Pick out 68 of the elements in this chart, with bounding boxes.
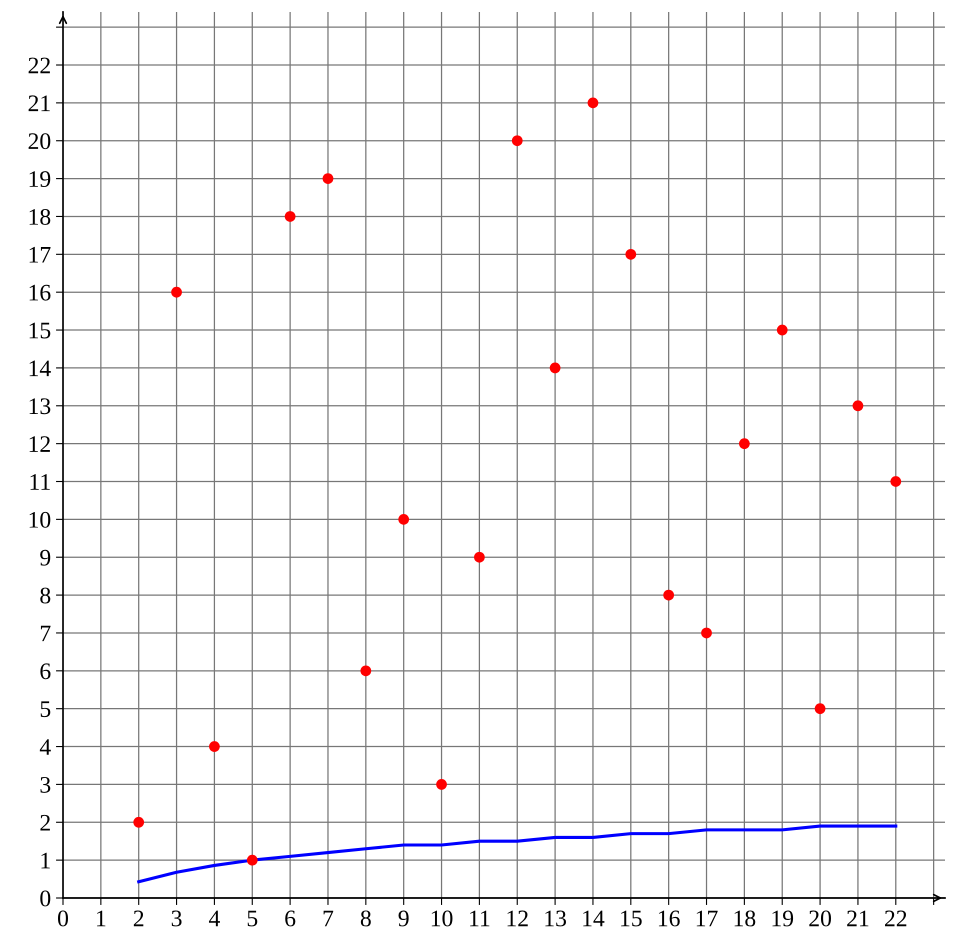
line-series [137,824,898,884]
x-tick-label: 16 [658,910,680,926]
x-tick-label: 14 [583,910,604,926]
y-tick-label: 2 [40,814,50,830]
x-tick-label: 6 [285,910,296,926]
y-tick-label: 3 [40,776,50,793]
y-tick-label: 20 [28,133,50,150]
x-tick-label: 19 [772,910,794,926]
point [322,173,334,184]
y-tick-label: 8 [40,588,50,604]
point [171,286,182,298]
x-tick-label: 15 [621,910,642,926]
x-tick-label: 0 [58,910,68,926]
x-tick-label: 5 [248,910,258,926]
x-tick-label: 18 [734,910,756,926]
point [814,703,826,714]
y-tick-label: 9 [40,550,50,566]
point [512,135,523,146]
y-tick-label: 7 [40,626,51,642]
x-tick-label: 10 [432,910,452,926]
x-tick-label: 17 [696,910,718,926]
point [701,628,712,638]
y-tick-label: 0 [40,890,50,906]
x-tick-label: 13 [545,910,566,926]
point [209,741,220,752]
point [663,590,674,600]
point [776,324,788,336]
point [625,248,636,260]
point [360,665,372,676]
y-tick-label: 13 [30,398,50,414]
x-tick-label: 11 [470,910,490,926]
x-tick-label: 7 [324,910,334,926]
x-tick-label: 1 [97,910,106,926]
x-tick-label: 3 [172,910,182,926]
point [398,514,410,525]
point [436,779,447,790]
x-tick-label: 12 [508,910,528,926]
point [474,552,485,563]
y-tick-label: 14 [30,360,51,376]
x-tick-label: 4 [208,910,220,926]
y-tick-label: 21 [28,95,50,112]
y-tick-label: 1 [41,852,50,868]
x-tick-label: 22 [885,910,906,926]
point [550,362,560,374]
x-tick-label: 9 [398,910,409,926]
y-tick-label: 15 [30,322,50,338]
point [588,97,598,108]
y-tick-label: 10 [30,512,50,528]
y-tick-label: 19 [30,171,50,188]
x-tick-label: 2 [134,910,144,926]
y-tick-label: 4 [40,739,51,755]
y-tick-label: 5 [40,701,50,718]
point [133,816,144,828]
y-tick-label: 6 [40,663,50,680]
point [738,438,750,450]
point [852,400,864,412]
y-tick-label: 18 [30,208,50,225]
x-tick-label: 8 [360,910,371,926]
y-tick-label: 16 [30,284,50,301]
y-tick-label: 17 [30,246,51,263]
x-tick-label: 20 [809,910,831,926]
point [246,854,258,866]
y-tick-label: 11 [30,474,50,490]
x-tick-label: 21 [847,910,868,926]
point [890,476,902,487]
point [284,211,296,222]
y-tick-label: 12 [30,436,50,452]
y-tick-label: 22 [28,58,50,74]
